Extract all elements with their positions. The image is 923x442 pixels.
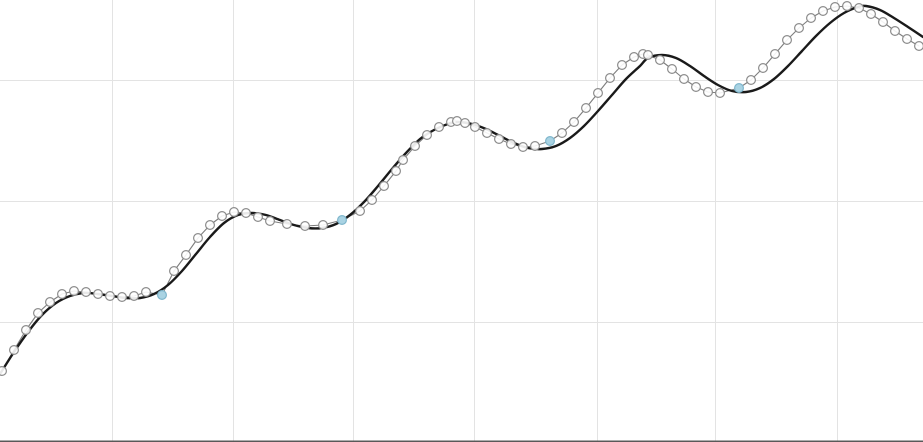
- data-point-marker-highlighted[interactable]: [337, 215, 348, 226]
- data-point-marker-highlighted[interactable]: [157, 290, 168, 301]
- data-point-marker[interactable]: [853, 2, 864, 14]
- data-point-marker[interactable]: [841, 0, 852, 12]
- data-point-marker[interactable]: [889, 26, 900, 37]
- data-point-marker[interactable]: [229, 207, 240, 218]
- data-point-marker[interactable]: [580, 102, 591, 113]
- data-point-marker[interactable]: [422, 130, 433, 141]
- data-point-marker[interactable]: [460, 117, 471, 128]
- data-point-markers: [0, 0, 923, 376]
- data-point-marker[interactable]: [517, 142, 528, 153]
- data-point-marker-highlighted[interactable]: [733, 82, 744, 93]
- data-point-marker[interactable]: [44, 297, 55, 308]
- data-point-marker[interactable]: [68, 286, 79, 297]
- data-point-marker[interactable]: [592, 87, 603, 98]
- data-point-marker[interactable]: [434, 121, 445, 132]
- data-point-marker-highlighted[interactable]: [544, 136, 555, 147]
- data-point-marker[interactable]: [410, 141, 421, 152]
- data-point-marker[interactable]: [318, 220, 329, 231]
- data-point-marker[interactable]: [141, 287, 152, 298]
- data-point-marker[interactable]: [714, 87, 725, 98]
- data-point-marker[interactable]: [529, 141, 540, 152]
- data-point-marker[interactable]: [769, 48, 780, 59]
- data-point-marker[interactable]: [690, 81, 701, 92]
- data-point-marker[interactable]: [104, 291, 115, 302]
- data-point-marker[interactable]: [367, 195, 378, 206]
- data-point-marker[interactable]: [470, 121, 481, 132]
- data-point-marker[interactable]: [628, 51, 639, 62]
- data-point-marker[interactable]: [205, 220, 216, 231]
- data-point-marker[interactable]: [379, 181, 390, 192]
- horizontal-gridlines: [0, 79, 923, 324]
- data-point-marker[interactable]: [556, 128, 567, 139]
- data-point-marker[interactable]: [391, 166, 402, 177]
- data-point-marker[interactable]: [654, 54, 665, 65]
- data-point-marker[interactable]: [9, 345, 20, 356]
- data-point-marker[interactable]: [282, 219, 293, 230]
- data-point-marker[interactable]: [32, 308, 43, 319]
- data-point-marker[interactable]: [129, 291, 140, 302]
- data-point-marker[interactable]: [0, 366, 7, 376]
- data-point-marker[interactable]: [877, 17, 888, 28]
- data-point-marker[interactable]: [452, 115, 463, 126]
- data-point-marker[interactable]: [265, 216, 276, 227]
- data-point-marker[interactable]: [604, 72, 615, 83]
- data-point-marker[interactable]: [865, 9, 876, 20]
- data-point-marker[interactable]: [253, 212, 264, 223]
- data-point-marker[interactable]: [745, 74, 756, 85]
- data-point-marker[interactable]: [817, 5, 828, 17]
- data-point-marker[interactable]: [80, 287, 91, 298]
- data-point-marker[interactable]: [568, 116, 579, 127]
- data-point-marker[interactable]: [914, 41, 923, 51]
- data-point-marker[interactable]: [702, 86, 713, 97]
- data-point-marker[interactable]: [901, 33, 912, 44]
- data-point-marker[interactable]: [793, 23, 804, 34]
- data-point-marker[interactable]: [193, 233, 204, 244]
- data-point-marker[interactable]: [56, 289, 67, 300]
- data-point-marker[interactable]: [398, 155, 409, 166]
- data-point-marker[interactable]: [781, 34, 792, 45]
- data-point-marker[interactable]: [494, 134, 505, 145]
- data-point-marker[interactable]: [805, 13, 816, 24]
- data-point-marker[interactable]: [506, 139, 517, 150]
- data-point-marker[interactable]: [829, 1, 840, 13]
- data-point-marker[interactable]: [300, 221, 311, 232]
- data-point-marker[interactable]: [169, 266, 180, 277]
- data-point-marker[interactable]: [757, 62, 768, 73]
- data-point-marker[interactable]: [181, 250, 192, 261]
- data-point-marker[interactable]: [666, 63, 677, 74]
- data-point-marker[interactable]: [241, 208, 252, 219]
- vertical-gridlines: [111, 0, 839, 442]
- data-point-marker[interactable]: [355, 206, 366, 217]
- data-point-marker[interactable]: [92, 289, 103, 300]
- data-point-marker[interactable]: [616, 59, 627, 70]
- data-point-marker[interactable]: [116, 292, 127, 303]
- data-point-marker[interactable]: [21, 325, 32, 336]
- data-point-marker[interactable]: [678, 73, 689, 84]
- data-point-marker[interactable]: [217, 211, 228, 222]
- data-point-marker[interactable]: [642, 49, 653, 60]
- data-point-marker[interactable]: [482, 128, 493, 139]
